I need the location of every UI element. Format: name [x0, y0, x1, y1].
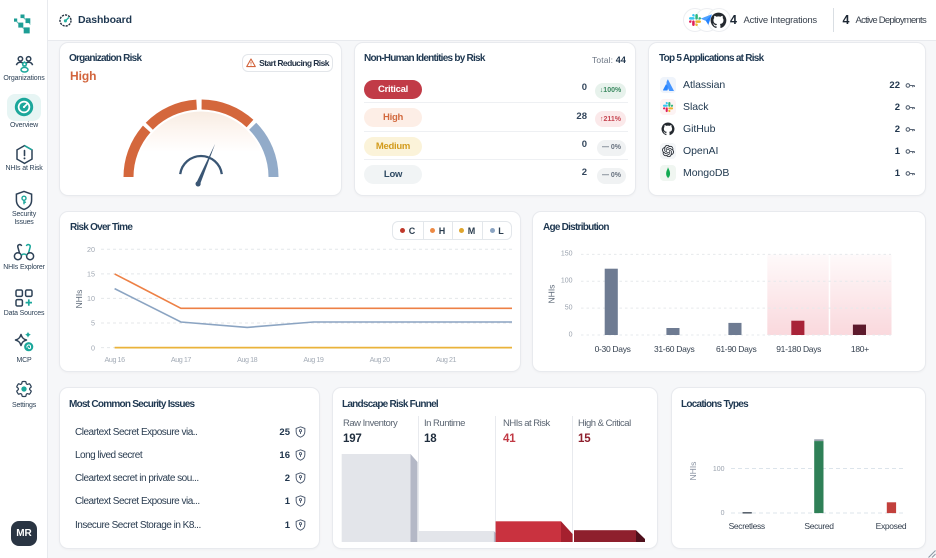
svg-text:Aug 20: Aug 20	[370, 355, 391, 364]
svg-text:Secretless: Secretless	[729, 521, 765, 531]
svg-text:Aug 18: Aug 18	[237, 355, 258, 364]
svg-text:Secured: Secured	[804, 521, 834, 531]
svg-text:10: 10	[87, 294, 95, 303]
svg-text:15: 15	[87, 270, 95, 279]
svg-text:180+: 180+	[851, 344, 869, 354]
svg-text:50: 50	[565, 304, 573, 311]
svg-text:100: 100	[713, 466, 725, 473]
svg-text:Aug 17: Aug 17	[171, 355, 192, 364]
svg-text:100: 100	[561, 278, 573, 285]
svg-text:20: 20	[87, 245, 95, 254]
svg-text:Aug 19: Aug 19	[303, 355, 324, 364]
svg-text:Aug 21: Aug 21	[436, 355, 457, 364]
svg-text:0: 0	[91, 343, 95, 352]
svg-text:91-180 Days: 91-180 Days	[776, 344, 821, 354]
svg-text:Exposed: Exposed	[876, 521, 907, 531]
svg-text:31-60 Days: 31-60 Days	[654, 344, 695, 354]
svg-text:0-30 Days: 0-30 Days	[595, 344, 631, 354]
svg-text:0: 0	[721, 510, 725, 517]
svg-text:NHIs: NHIs	[688, 462, 698, 481]
svg-text:NHIs: NHIs	[74, 290, 84, 309]
svg-text:150: 150	[561, 251, 573, 258]
svg-text:5: 5	[91, 319, 95, 328]
svg-text:0: 0	[569, 331, 573, 338]
svg-text:Aug 16: Aug 16	[105, 355, 126, 364]
svg-text:NHIs: NHIs	[547, 285, 557, 304]
svg-text:61-90 Days: 61-90 Days	[716, 344, 757, 354]
